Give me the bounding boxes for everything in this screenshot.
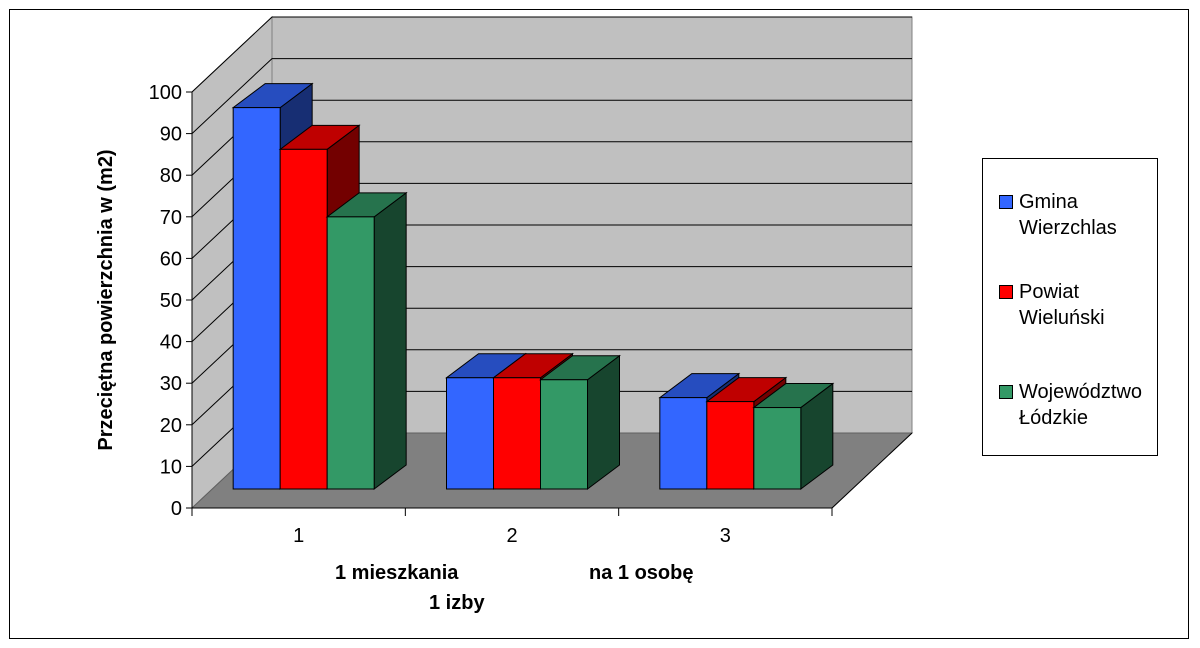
bar-front (753, 407, 802, 490)
y-tick-label: 60 (160, 248, 182, 270)
bar-front (540, 379, 588, 490)
bar-front (232, 107, 281, 490)
legend-label-gmina-1: Gmina (1019, 191, 1078, 213)
y-tick-label: 70 (160, 207, 182, 229)
legend-label-powiat-1: Powiat (1019, 281, 1080, 303)
annotation-na-1-osobe: na 1 osobę (589, 562, 694, 584)
legend-swatch-gmina (999, 195, 1013, 209)
legend-label-powiat-2: Wieluński (1019, 307, 1105, 329)
bar-2-1 (539, 354, 621, 490)
bar-front (493, 377, 541, 490)
y-tick-label: 0 (171, 498, 182, 520)
y-tick-label: 40 (160, 332, 182, 354)
legend-label-wojewodztwo-2: Łódzkie (1019, 407, 1088, 429)
annotation-1-izby: 1 izby (429, 592, 485, 614)
x-tick-label: 1 (293, 525, 304, 547)
bar-front (279, 148, 328, 490)
y-axis-title: Przeciętna powierzchnia w (m2) (95, 149, 117, 450)
annotation-1-mieszkania: 1 mieszkania (335, 562, 459, 584)
chart-legend: Gmina Wierzchlas Powiat Wieluński Wojewódz… (982, 158, 1158, 456)
x-axis-depth (831, 432, 913, 509)
y-tick-label: 80 (160, 165, 182, 187)
bar-front (326, 216, 375, 490)
gridline (191, 58, 912, 134)
y-tick-label: 30 (160, 373, 182, 395)
x-tick-label: 3 (720, 525, 731, 547)
legend-swatch-powiat (999, 285, 1013, 299)
bar-front (659, 397, 708, 490)
bar-side (373, 191, 407, 490)
bar-front (446, 377, 494, 490)
legend-label-wojewodztwo-1: Województwo (1019, 381, 1143, 403)
bar-2-2 (752, 382, 835, 490)
y-tick-label: 20 (160, 415, 182, 437)
x-tick-label: 2 (506, 525, 517, 547)
y-tick-label: 10 (160, 456, 182, 478)
bar-2-0 (325, 191, 408, 490)
bar-front (706, 401, 755, 490)
gridline (191, 16, 912, 93)
y-tick-label: 90 (160, 124, 182, 146)
legend-label-gmina-2: Wierzchlas (1019, 217, 1117, 239)
legend-swatch-wojewodztwo (999, 385, 1013, 399)
y-tick-label: 50 (160, 290, 182, 312)
y-tick-label: 100 (149, 82, 182, 104)
